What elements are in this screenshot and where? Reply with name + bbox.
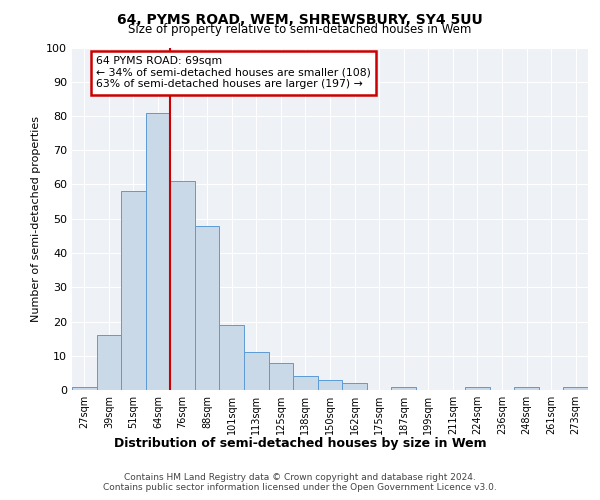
Bar: [465, 386, 490, 390]
Bar: [170, 181, 195, 390]
Bar: [220, 325, 244, 390]
Y-axis label: Number of semi-detached properties: Number of semi-detached properties: [31, 116, 41, 322]
Text: Contains HM Land Registry data © Crown copyright and database right 2024.: Contains HM Land Registry data © Crown c…: [124, 472, 476, 482]
Text: Distribution of semi-detached houses by size in Wem: Distribution of semi-detached houses by …: [113, 438, 487, 450]
Bar: [563, 386, 588, 390]
Bar: [293, 376, 318, 390]
Bar: [514, 386, 539, 390]
Bar: [318, 380, 342, 390]
Bar: [97, 335, 121, 390]
Bar: [121, 192, 146, 390]
Text: Contains public sector information licensed under the Open Government Licence v3: Contains public sector information licen…: [103, 482, 497, 492]
Bar: [244, 352, 269, 390]
Text: 64, PYMS ROAD, WEM, SHREWSBURY, SY4 5UU: 64, PYMS ROAD, WEM, SHREWSBURY, SY4 5UU: [117, 12, 483, 26]
Bar: [391, 386, 416, 390]
Bar: [146, 112, 170, 390]
Bar: [269, 362, 293, 390]
Text: 64 PYMS ROAD: 69sqm
← 34% of semi-detached houses are smaller (108)
63% of semi-: 64 PYMS ROAD: 69sqm ← 34% of semi-detach…: [96, 56, 371, 90]
Bar: [72, 386, 97, 390]
Bar: [342, 383, 367, 390]
Text: Size of property relative to semi-detached houses in Wem: Size of property relative to semi-detach…: [128, 22, 472, 36]
Bar: [195, 226, 220, 390]
